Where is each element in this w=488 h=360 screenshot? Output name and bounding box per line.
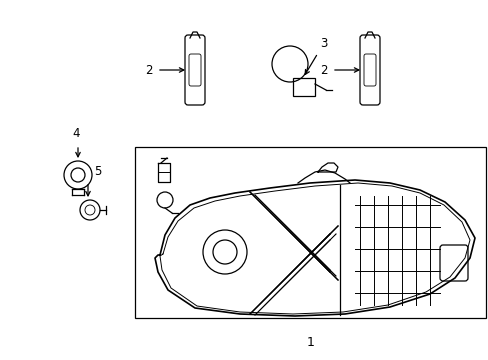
- Bar: [292, 78, 314, 96]
- Bar: [135, 147, 485, 318]
- Text: 4: 4: [72, 127, 80, 140]
- Text: 2: 2: [320, 63, 327, 77]
- Text: 1: 1: [306, 336, 314, 349]
- Text: 3: 3: [319, 37, 326, 50]
- Text: 5: 5: [94, 165, 102, 178]
- Text: 2: 2: [145, 63, 153, 77]
